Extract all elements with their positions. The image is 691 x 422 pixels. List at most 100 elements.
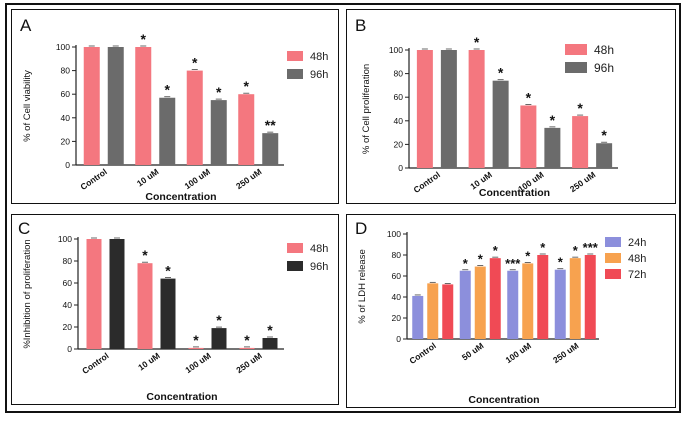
bar-48h-250uM bbox=[238, 94, 255, 165]
legend-label-96h: 96h bbox=[310, 261, 328, 273]
significance-star: * bbox=[478, 252, 484, 267]
x-tick-label: Control bbox=[80, 350, 110, 376]
bar-96h-250uM bbox=[262, 338, 278, 349]
bar-48h-250uM bbox=[239, 347, 255, 349]
legend-label-24h: 24h bbox=[628, 237, 646, 249]
y-tick-label: 100 bbox=[58, 234, 72, 244]
significance-star: * bbox=[216, 84, 222, 100]
y-tick-label: 40 bbox=[61, 113, 71, 123]
chart-c-svg: C 0 20 40 60 80 100 %Inhibition of proliferatio… bbox=[18, 219, 328, 403]
legend-swatch-72h bbox=[605, 269, 621, 279]
panel-letter: B bbox=[355, 16, 366, 35]
y-tick-label: 0 bbox=[398, 163, 403, 173]
significance-star: ** bbox=[265, 117, 276, 133]
panel-letter: A bbox=[20, 16, 32, 35]
bar-96h-Control bbox=[440, 50, 457, 168]
x-tick-label: 100 uM bbox=[504, 340, 533, 365]
panel-letter: C bbox=[18, 219, 30, 238]
bar-48h-10uM bbox=[135, 47, 152, 165]
bar-48h-100uM bbox=[186, 70, 203, 165]
legend-label-48h: 48h bbox=[628, 253, 646, 265]
bar-24h-100uM bbox=[507, 270, 519, 339]
bar-96h-Control bbox=[109, 239, 125, 349]
bar-48h-10uM bbox=[137, 263, 153, 349]
y-tick-label: 100 bbox=[56, 42, 70, 52]
x-tick-label: 10 uM bbox=[136, 350, 161, 372]
y-tick-label: 0 bbox=[67, 344, 72, 354]
y-tick-label: 60 bbox=[394, 92, 404, 102]
significance-star: * bbox=[193, 332, 199, 348]
significance-star: * bbox=[525, 248, 531, 263]
legend-label-48h: 48h bbox=[310, 51, 328, 63]
panel-b: B 0 20 40 60 80 100 % of Cell proliferation Cont… bbox=[346, 9, 676, 204]
y-tick-label: 60 bbox=[61, 89, 71, 99]
bar-48h-100uM bbox=[522, 263, 534, 339]
x-tick-label: 250 uM bbox=[551, 340, 580, 365]
legend-label-96h: 96h bbox=[594, 61, 614, 75]
significance-star: * bbox=[192, 55, 198, 71]
y-tick-label: 80 bbox=[392, 250, 402, 260]
significance-star: * bbox=[526, 89, 532, 105]
x-tick-label: Control bbox=[407, 340, 437, 366]
panel-a: A 0 20 40 60 80 100 % of Cell viability Control *… bbox=[11, 9, 339, 204]
y-axis-label: % of Cell proliferation bbox=[361, 64, 372, 154]
y-tick-label: 40 bbox=[392, 292, 402, 302]
legend-swatch-48h bbox=[287, 243, 303, 253]
y-tick-label: 40 bbox=[63, 300, 73, 310]
legend-swatch-24h bbox=[605, 237, 621, 247]
legend-swatch-96h bbox=[287, 69, 303, 79]
x-tick-label: Control bbox=[78, 166, 108, 192]
y-tick-label: 80 bbox=[61, 66, 71, 76]
x-tick-label: 250 uM bbox=[234, 166, 263, 191]
significance-star: * bbox=[498, 65, 504, 81]
panel-d: D 0 20 40 60 80 100% of LDH release Control * * * 5… bbox=[346, 214, 676, 408]
bar-96h-100uM bbox=[210, 100, 227, 165]
significance-star: * bbox=[141, 31, 147, 47]
legend-swatch-48h bbox=[287, 51, 303, 61]
significance-star: * bbox=[216, 312, 222, 328]
x-tick-label: 50 uM bbox=[460, 340, 485, 362]
y-tick-label: 100 bbox=[389, 45, 403, 55]
significance-star: * bbox=[573, 243, 579, 258]
bar-48h-Control bbox=[427, 283, 439, 339]
bar-72h-250uM bbox=[584, 255, 596, 339]
panel-c: C 0 20 40 60 80 100 %Inhibition of proliferatio… bbox=[11, 214, 339, 405]
y-tick-label: 0 bbox=[65, 160, 70, 170]
significance-star: * bbox=[244, 332, 250, 348]
legend-label-48h: 48h bbox=[594, 43, 614, 57]
chart-b-svg: B 0 20 40 60 80 100 % of Cell proliferation Cont… bbox=[355, 16, 618, 199]
bar-48h-250uM bbox=[569, 258, 581, 339]
figure-frame bbox=[5, 3, 681, 413]
significance-star: * bbox=[474, 34, 480, 50]
y-tick-label: 100 bbox=[387, 229, 401, 239]
bar-48h-100uM bbox=[188, 347, 204, 349]
bar-72h-Control bbox=[442, 284, 454, 339]
bar-72h-100uM bbox=[537, 255, 549, 339]
significance-star: * bbox=[493, 243, 499, 258]
significance-star: * bbox=[463, 256, 469, 271]
y-tick-label: 60 bbox=[392, 271, 402, 281]
panel-letter: D bbox=[355, 219, 367, 238]
bar-48h-100uM bbox=[520, 105, 537, 168]
bar-72h-50uM bbox=[489, 258, 501, 339]
y-axis-label: % of LDH release bbox=[357, 249, 368, 323]
y-tick-label: 60 bbox=[63, 278, 73, 288]
bar-96h-10uM bbox=[492, 80, 509, 168]
bar-48h-50uM bbox=[474, 266, 486, 339]
y-tick-label: 0 bbox=[396, 334, 401, 344]
x-axis-label: Concentration bbox=[479, 187, 550, 199]
bar-96h-10uM bbox=[160, 278, 176, 349]
significance-star: * bbox=[550, 112, 556, 128]
x-tick-label: Control bbox=[412, 169, 442, 195]
y-tick-label: 80 bbox=[394, 69, 404, 79]
bar-96h-Control bbox=[107, 47, 124, 165]
significance-star: * bbox=[244, 78, 250, 94]
y-tick-label: 20 bbox=[61, 136, 71, 146]
x-tick-label: 250 uM bbox=[234, 350, 263, 375]
x-tick-label: 100 uM bbox=[183, 166, 212, 191]
bar-96h-250uM bbox=[262, 133, 279, 165]
x-tick-label: 250 uM bbox=[568, 169, 597, 194]
significance-star: *** bbox=[583, 240, 599, 255]
legend-swatch-48h bbox=[605, 253, 621, 263]
